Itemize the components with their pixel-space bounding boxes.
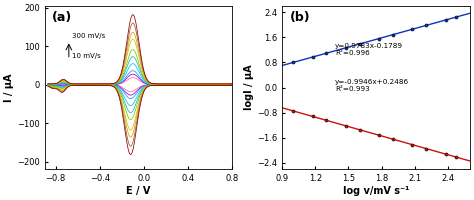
Y-axis label: I / μA: I / μA bbox=[4, 73, 14, 102]
Point bbox=[323, 52, 330, 55]
X-axis label: log v/mV s⁻¹: log v/mV s⁻¹ bbox=[343, 186, 409, 196]
Point bbox=[409, 28, 416, 31]
Point bbox=[453, 156, 460, 159]
Point bbox=[356, 42, 364, 46]
Point bbox=[422, 147, 430, 150]
Point bbox=[290, 61, 297, 64]
Point bbox=[375, 37, 383, 40]
Point bbox=[409, 143, 416, 146]
Point bbox=[375, 134, 383, 137]
Point bbox=[342, 124, 350, 127]
Point bbox=[442, 152, 449, 156]
Text: 10 mV/s: 10 mV/s bbox=[72, 53, 101, 59]
Point bbox=[389, 138, 397, 141]
Point bbox=[342, 46, 350, 49]
Point bbox=[356, 128, 364, 131]
Text: (b): (b) bbox=[290, 11, 310, 24]
Text: y=-0.9946x+0.2486: y=-0.9946x+0.2486 bbox=[335, 79, 410, 85]
Point bbox=[389, 33, 397, 36]
Point bbox=[422, 24, 430, 27]
Point bbox=[323, 119, 330, 122]
Text: R²=0.993: R²=0.993 bbox=[335, 86, 370, 92]
Point bbox=[442, 18, 449, 22]
Point bbox=[290, 109, 297, 113]
Text: y=0.9783x-0.1789: y=0.9783x-0.1789 bbox=[335, 43, 403, 49]
Text: 300 mV/s: 300 mV/s bbox=[72, 33, 105, 39]
Point bbox=[309, 115, 317, 118]
X-axis label: E / V: E / V bbox=[126, 186, 151, 196]
Y-axis label: logI / μA: logI / μA bbox=[244, 65, 255, 110]
Point bbox=[309, 55, 317, 59]
Point bbox=[453, 15, 460, 19]
Text: (a): (a) bbox=[52, 11, 73, 24]
Text: R²=0.996: R²=0.996 bbox=[335, 50, 370, 56]
